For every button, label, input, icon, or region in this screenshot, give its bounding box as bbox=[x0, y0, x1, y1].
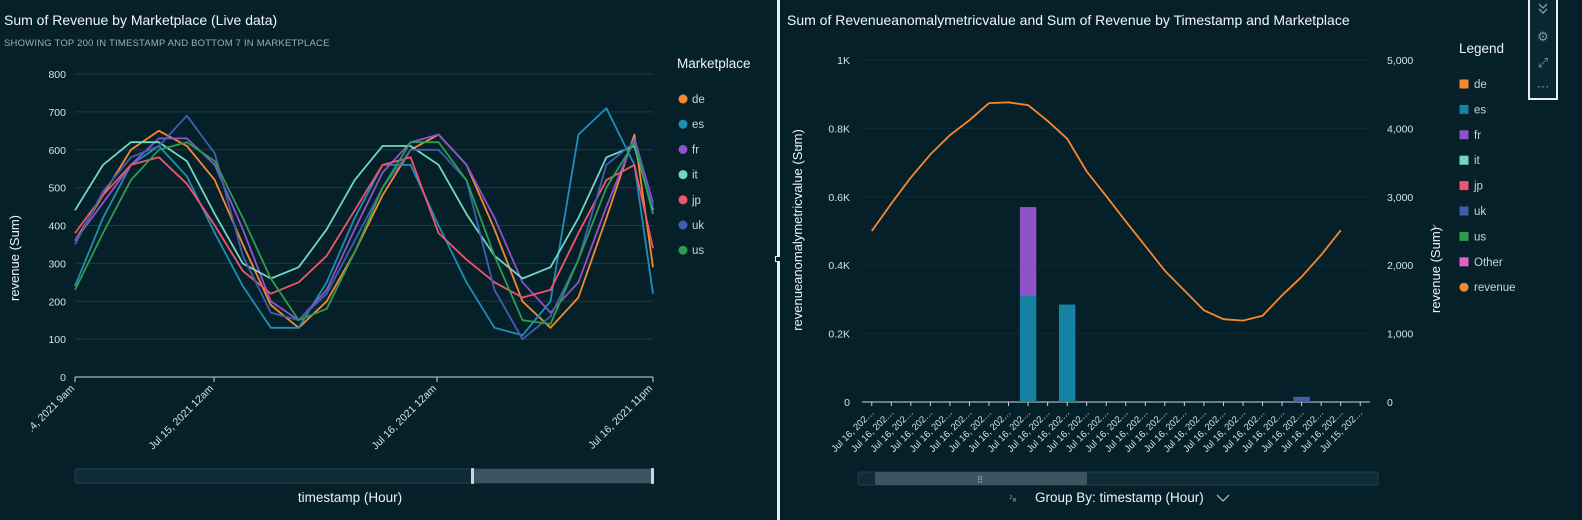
legend-label-us: us bbox=[692, 245, 704, 257]
y-axis-label: revenueanomalymetricvalue (Sum) bbox=[790, 129, 805, 331]
right-chart-panel: Sum of Revenueanomalymetricvalue and Sum… bbox=[780, 0, 1582, 520]
right-combo-chart[interactable]: 0 0.2K 0.4K 0.6K 0.8K 1K 0 1,000 2,000 3,000 4,000… bbox=[780, 0, 1582, 520]
legend-label-revenue: revenue bbox=[1474, 282, 1516, 294]
scrollbar-handle-right bbox=[651, 468, 654, 484]
chevron-down-icon bbox=[1216, 494, 1230, 502]
y-tick-label: 0.2K bbox=[828, 329, 850, 341]
legend-label-it: it bbox=[692, 170, 699, 182]
x-tick-label: Jul 15, 2021 12am bbox=[147, 382, 217, 452]
legend-title: Legend bbox=[1459, 41, 1504, 56]
y-tick-label: 0 bbox=[844, 397, 850, 409]
legend-marker-jp bbox=[678, 195, 688, 205]
y-axis-collapse-icon: › bbox=[794, 138, 799, 154]
y-axis-label: revenue (Sum) bbox=[7, 215, 22, 301]
legend-label-fr: fr bbox=[1474, 130, 1481, 142]
series-line-jp bbox=[74, 156, 654, 299]
expand-icon[interactable]: ⤢ bbox=[1537, 55, 1549, 70]
y2-tick-label: 4,000 bbox=[1387, 123, 1413, 135]
legend-label-it: it bbox=[1474, 155, 1481, 167]
series-line-fr bbox=[74, 133, 654, 322]
legend-title: Marketplace bbox=[677, 56, 751, 71]
left-chart-panel: Sum of Revenue by Marketplace (Live data… bbox=[0, 0, 777, 520]
left-line-chart[interactable]: 0 100 200 300 400 500 600 700 800 .4, 2021 9am Jul… bbox=[0, 0, 777, 520]
legend-marker-uk bbox=[678, 220, 688, 230]
legend-marker-revenue bbox=[1459, 282, 1469, 292]
y-tick-label: 0 bbox=[60, 372, 66, 384]
y-tick-label: 700 bbox=[48, 107, 66, 119]
y-tick-label: 300 bbox=[48, 258, 66, 270]
group-by-label: Group By: timestamp (Hour) bbox=[1035, 490, 1204, 505]
legend-marker-Other bbox=[1459, 257, 1469, 267]
series-line-es bbox=[74, 107, 654, 337]
y-tick-label: 600 bbox=[48, 145, 66, 157]
y2-tick-label: 0 bbox=[1387, 397, 1393, 409]
left-chart-title: Sum of Revenue by Marketplace (Live data… bbox=[4, 12, 278, 28]
y2-tick-label: 1,000 bbox=[1387, 329, 1413, 341]
legend-label-es: es bbox=[1474, 104, 1486, 116]
legend-label-Other: Other bbox=[1474, 257, 1503, 269]
y-tick-label: 400 bbox=[48, 221, 66, 233]
scrollbar-thumb bbox=[875, 472, 1087, 485]
legend-marker-de bbox=[678, 94, 688, 104]
legend-marker-es bbox=[678, 119, 688, 129]
legend-marker-it bbox=[1459, 155, 1469, 165]
legend-label-uk: uk bbox=[692, 220, 704, 232]
legend-marker-fr bbox=[1459, 130, 1469, 140]
y-tick-label: 0.6K bbox=[828, 192, 850, 204]
legend-label-de: de bbox=[692, 94, 705, 106]
legend-label-de: de bbox=[1474, 79, 1487, 91]
y-tick-label: 0.8K bbox=[828, 123, 850, 135]
legend-marker-it bbox=[678, 170, 688, 180]
y-tick-label: 0.4K bbox=[828, 260, 850, 272]
scrollbar-handle-left bbox=[471, 468, 474, 484]
gear-icon[interactable]: ⚙ bbox=[1537, 29, 1549, 44]
y-tick-label: 800 bbox=[48, 69, 66, 81]
x-tick-label: .4, 2021 9am bbox=[25, 382, 77, 434]
legend-label-jp: jp bbox=[691, 195, 701, 207]
y2-axis-label: revenue (Sum) bbox=[1428, 227, 1443, 313]
visual-toolbar: ⚙ ⤢ ⋯ bbox=[1528, 0, 1558, 100]
legend-label-es: es bbox=[692, 119, 704, 131]
legend-label-fr: fr bbox=[692, 144, 699, 156]
legend-label-us: us bbox=[1474, 231, 1486, 243]
legend-marker-uk bbox=[1459, 206, 1469, 216]
y-tick-label: 1K bbox=[837, 55, 850, 67]
x-tick-label: Jul 16, 2021 11pm bbox=[586, 382, 655, 451]
y2-tick-label: 5,000 bbox=[1387, 55, 1413, 67]
bar-es bbox=[1019, 295, 1037, 402]
legend-label-jp: jp bbox=[1473, 181, 1483, 193]
y2-tick-label: 2,000 bbox=[1387, 260, 1413, 272]
y-tick-label: 200 bbox=[48, 296, 66, 308]
x-tick-label: Jul 16, 2021 12am bbox=[370, 382, 440, 452]
y-tick-label: 500 bbox=[48, 183, 66, 195]
legend-marker-fr bbox=[678, 144, 688, 154]
legend-marker-jp bbox=[1459, 181, 1469, 191]
bar-fr bbox=[1019, 207, 1037, 296]
left-chart-subtitle: SHOWING TOP 200 IN TIMESTAMP AND BOTTOM … bbox=[4, 38, 330, 49]
legend-marker-us bbox=[1459, 231, 1469, 241]
y-tick-label: 100 bbox=[48, 334, 66, 346]
series-line-it bbox=[74, 141, 654, 280]
y2-axis-collapse-icon: › bbox=[1432, 218, 1437, 234]
legend-label-uk: uk bbox=[1474, 206, 1486, 218]
series-line-us bbox=[74, 141, 654, 325]
x-axis-label: timestamp (Hour) bbox=[298, 490, 402, 505]
y2-tick-label: 3,000 bbox=[1387, 192, 1413, 204]
more-options-icon[interactable]: ⋯ bbox=[1536, 79, 1550, 94]
series-line-uk bbox=[74, 114, 654, 340]
collapse-icon[interactable] bbox=[1530, 0, 1556, 22]
bar-es bbox=[1058, 304, 1076, 402]
right-chart-title: Sum of Revenueanomalymetricvalue and Sum… bbox=[787, 12, 1350, 28]
scrollbar-grip-icon: ⠿ bbox=[977, 475, 984, 485]
legend-marker-us bbox=[678, 245, 688, 255]
revenue-line bbox=[871, 101, 1342, 322]
bar-uk bbox=[1293, 396, 1310, 402]
scrollbar-thumb bbox=[472, 469, 653, 483]
sort-icon: ᶻₐ bbox=[1009, 493, 1016, 503]
legend-marker-de bbox=[1459, 79, 1469, 89]
legend-marker-es bbox=[1459, 104, 1469, 114]
